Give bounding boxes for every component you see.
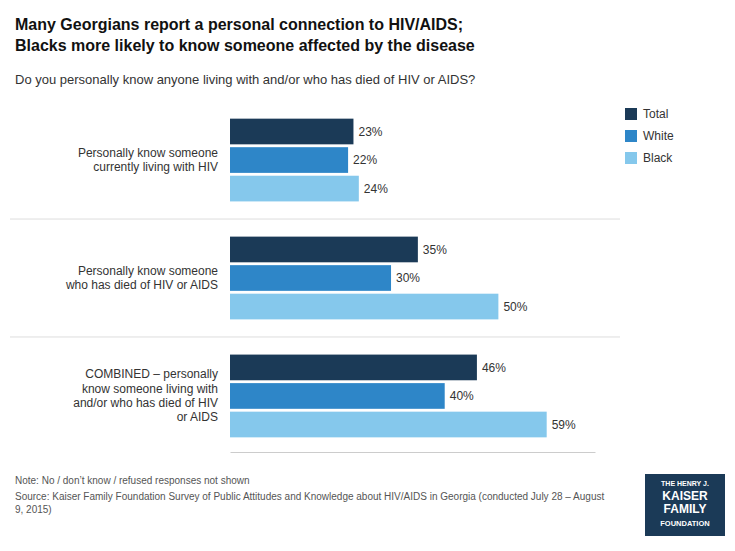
logo-text: THE HENRY J. KAISERFAMILY FOUNDATION [660, 480, 709, 528]
data-label: 30% [396, 271, 420, 285]
category-label-line: Personally know someone [78, 264, 218, 278]
title-line: Many Georgians report a personal connect… [15, 16, 463, 33]
category-label-line: know someone living with [82, 382, 218, 396]
category-label: Personally know someonewho has died of H… [65, 264, 218, 292]
y-axis: Personally know someonecurrently living … [65, 146, 218, 425]
logo-text-line: FOUNDATION [660, 519, 709, 528]
bar [230, 265, 391, 291]
bar [230, 119, 353, 145]
data-label: 59% [552, 418, 576, 432]
annotation-line: Source: Kaiser Family Foundation Survey … [15, 491, 604, 502]
legend-item: Total [625, 107, 668, 121]
category-label: Personally know someonecurrently living … [78, 146, 218, 174]
title-line: Blacks more likely to know someone affec… [15, 37, 475, 54]
x-axis [231, 452, 596, 453]
logo-box [645, 474, 725, 536]
legend-label: Total [643, 107, 668, 121]
category-label-line: Personally know someone [78, 146, 218, 160]
legend-label: White [643, 129, 674, 143]
data-label: 35% [423, 243, 447, 257]
data-labels: 23% 35% 46% 22% 30% 40% 24% 50% 59% [353, 125, 576, 432]
bar [230, 147, 348, 173]
bars [230, 119, 547, 438]
data-label: 24% [364, 182, 388, 196]
y-tick: COMBINED – personallyknow someone living… [73, 367, 218, 424]
bar [230, 412, 547, 438]
logo-text-line: FAMILY [664, 502, 707, 516]
legend-swatch [625, 152, 637, 164]
y-tick: Personally know someonewho has died of H… [65, 264, 218, 292]
data-label: 23% [358, 125, 382, 139]
note: Note: No / don’t know / refused response… [15, 475, 250, 486]
bar [230, 237, 418, 263]
legend-label: Black [643, 151, 673, 165]
category-label: COMBINED – personallyknow someone living… [73, 367, 218, 424]
data-label: 40% [450, 389, 474, 403]
chart: Many Georgians report a personal connect… [0, 0, 735, 551]
category-label-line: and/or who has died of HIV [73, 396, 218, 410]
subtitle: Do you personally know anyone living wit… [15, 72, 475, 87]
legend-item: White [625, 129, 674, 143]
legend-swatch [625, 108, 637, 120]
data-label: 22% [353, 153, 377, 167]
y-tick: Personally know someonecurrently living … [78, 146, 218, 174]
bar [230, 355, 477, 381]
legend-item: Black [625, 151, 673, 165]
category-label-line: or AIDS [177, 410, 218, 424]
category-label-line: currently living with HIV [93, 160, 218, 174]
data-label: 46% [482, 361, 506, 375]
title: Many Georgians report a personal connect… [15, 16, 475, 54]
logo-text-line: KAISER [662, 489, 708, 503]
category-label-line: who has died of HIV or AIDS [65, 278, 218, 292]
bar [230, 383, 445, 409]
bar [230, 176, 359, 202]
legend-swatch [625, 130, 637, 142]
data-label: 50% [503, 300, 527, 314]
logo-text-line: THE HENRY J. [661, 480, 709, 487]
annotation-line: 9, 2015) [15, 504, 52, 515]
group-separator [10, 336, 620, 337]
bar [230, 294, 498, 320]
category-label-line: COMBINED – personally [85, 367, 218, 381]
legend: Total White Black [625, 107, 674, 165]
source: Source: Kaiser Family Foundation Survey … [15, 491, 604, 515]
x-axis-line [231, 452, 596, 453]
logo: THE HENRY J. KAISERFAMILY FOUNDATION [645, 474, 725, 536]
group-separator [10, 219, 620, 220]
